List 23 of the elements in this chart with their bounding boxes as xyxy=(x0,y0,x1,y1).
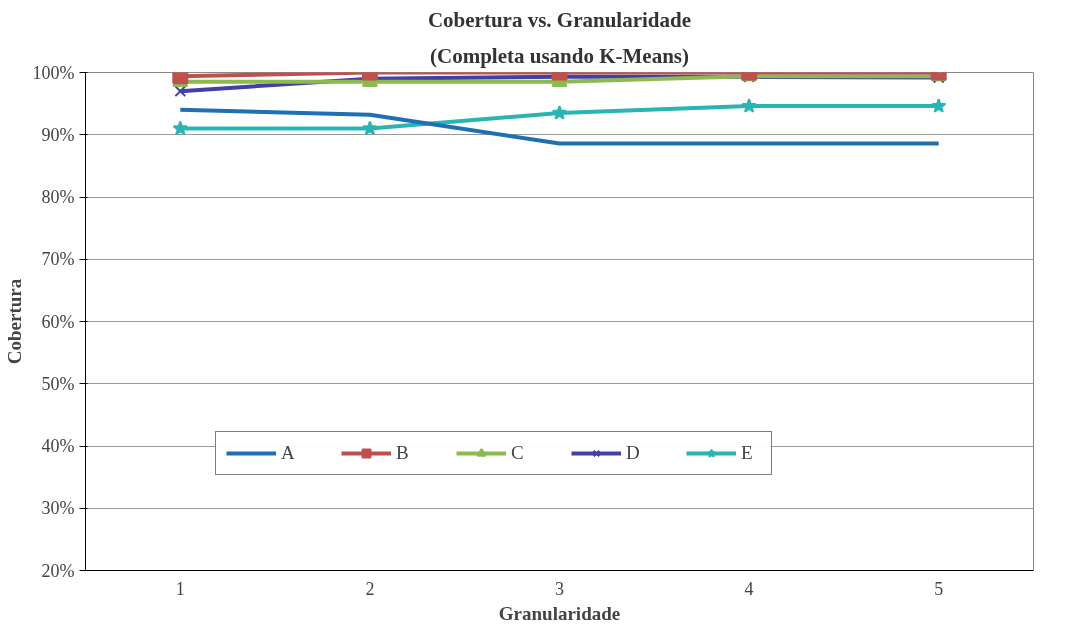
chart-subtitle: (Completa usando K-Means) xyxy=(430,43,690,68)
x-tick-label: 1 xyxy=(175,578,185,599)
legend-label: C xyxy=(511,442,525,464)
y-tick-label: 50% xyxy=(41,373,75,394)
y-tick-label: 30% xyxy=(41,498,75,519)
y-tick-label: 40% xyxy=(41,436,75,456)
x-tick-label: 4 xyxy=(744,578,754,599)
legend-label: D xyxy=(626,442,641,464)
x-axis-title: Granularidade xyxy=(498,602,621,624)
x-tick-label: 2 xyxy=(365,578,375,599)
y-tick-label: 100% xyxy=(32,62,75,83)
y-axis-title: Cobertura xyxy=(3,278,25,365)
y-tick-label: 70% xyxy=(41,249,75,270)
y-tick-label: 60% xyxy=(41,311,75,332)
legend-label: A xyxy=(281,442,296,464)
y-tick-label: 90% xyxy=(41,124,75,145)
legend-label: E xyxy=(741,442,754,464)
chart-title: Cobertura vs. Granularidade xyxy=(427,7,692,32)
legend-label: B xyxy=(396,442,410,464)
y-tick-label: 80% xyxy=(41,187,75,207)
x-tick-label: 5 xyxy=(934,578,944,599)
y-tick-label: 20% xyxy=(41,560,75,581)
x-tick-label: 3 xyxy=(555,578,564,599)
